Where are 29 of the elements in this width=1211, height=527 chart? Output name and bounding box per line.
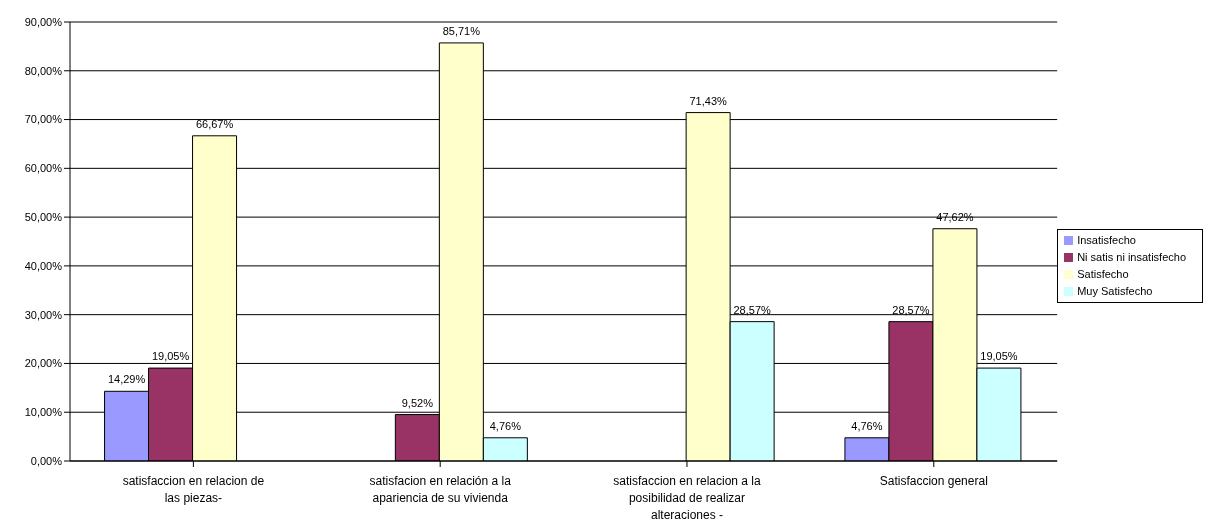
data-label: 14,29%	[107, 373, 146, 386]
y-tick-label: 90,00%	[24, 15, 63, 28]
y-tick-label: 0,00%	[30, 454, 63, 467]
data-label: 9,52%	[401, 396, 434, 409]
data-label: 19,05%	[151, 350, 190, 363]
y-tick-label: 30,00%	[24, 308, 63, 321]
legend-label: Ni satis ni insatisfecho	[1077, 250, 1186, 263]
y-tick-label: 10,00%	[24, 406, 63, 419]
y-tick-label: 60,00%	[24, 162, 63, 175]
x-tick-label: satisfaccion en relacion de las piezas-	[122, 474, 265, 505]
y-tick-label: 80,00%	[24, 64, 63, 77]
data-label: 85,71%	[442, 24, 481, 37]
legend-label: Insatisfecho	[1077, 233, 1136, 246]
x-tick-label: satisfacion en relación a la apariencia de su vivienda	[369, 474, 512, 505]
legend-label: Satisfecho	[1077, 267, 1129, 280]
data-label: 4,76%	[851, 419, 883, 432]
y-tick-label: 70,00%	[24, 113, 63, 126]
x-tick-label: Satisfaccion general	[879, 474, 988, 488]
y-tick-label: 50,00%	[24, 211, 63, 224]
legend-label: Muy Satisfecho	[1077, 284, 1153, 297]
y-tick-label: 40,00%	[24, 259, 63, 272]
data-label: 28,57%	[892, 303, 930, 316]
data-label: 66,67%	[195, 117, 234, 130]
y-tick-label: 20,00%	[24, 357, 63, 370]
x-tick-label: satisfaccion en relacion a la posibilidad de realizar alteraciones -	[613, 474, 762, 522]
data-label: 4,76%	[489, 419, 522, 432]
data-label: 19,05%	[980, 350, 1018, 363]
data-label: 28,57%	[733, 303, 772, 316]
data-label: 71,43%	[689, 94, 728, 107]
